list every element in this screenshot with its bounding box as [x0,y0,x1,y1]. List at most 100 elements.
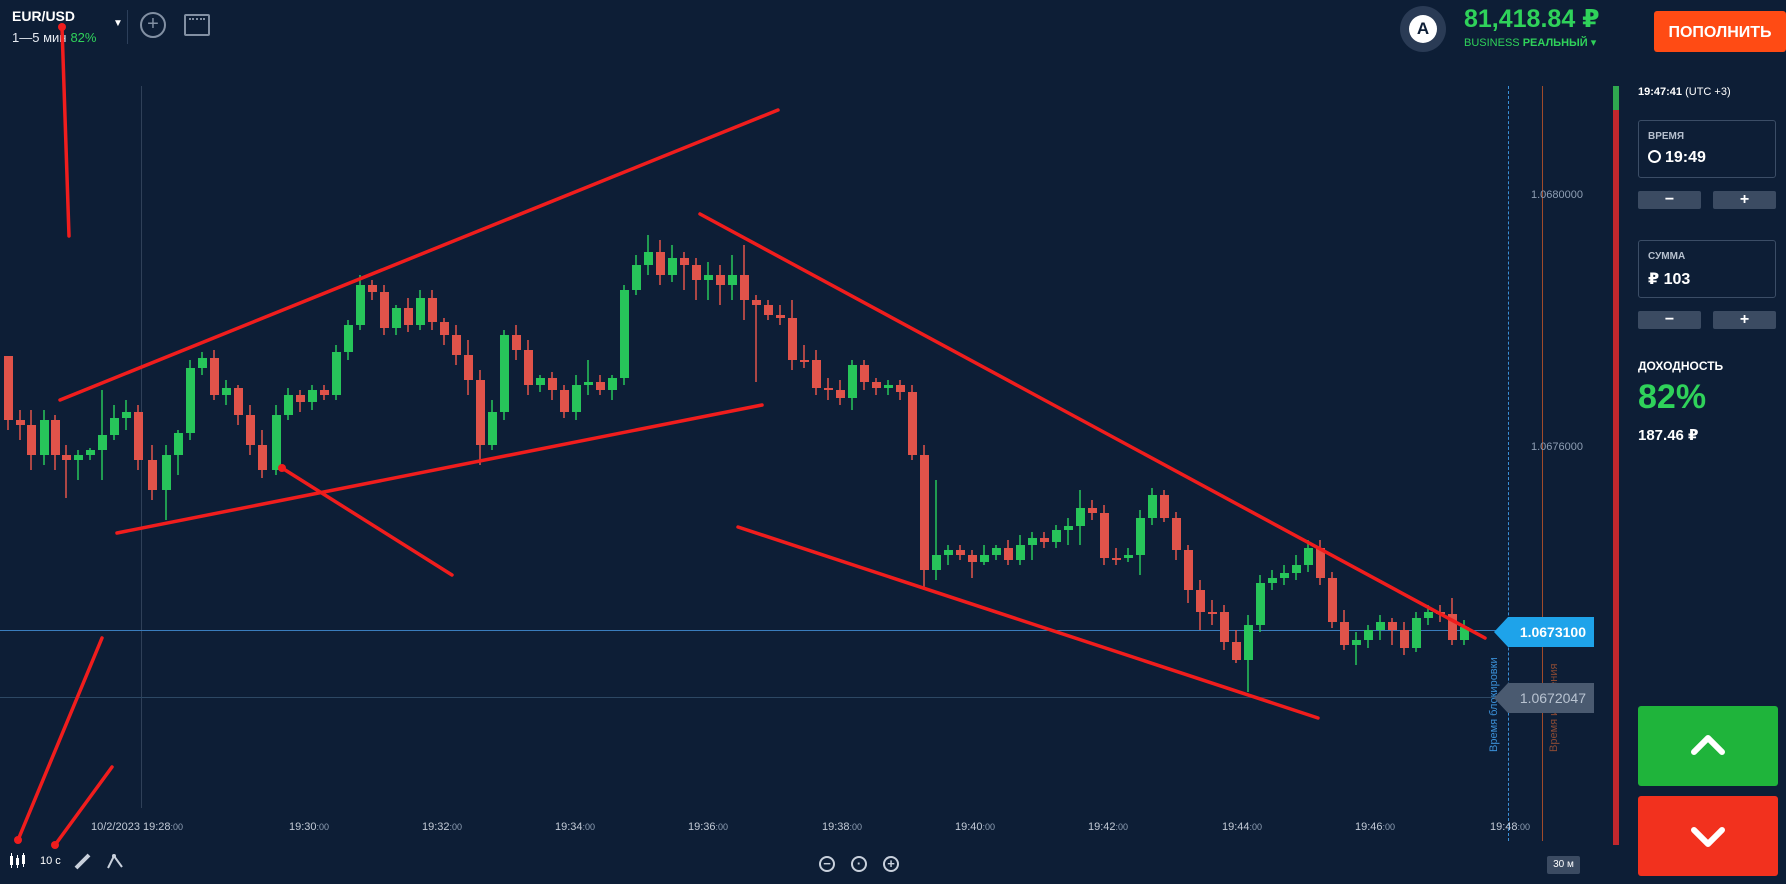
prev-price-line [0,697,1502,698]
sentiment-indicator [1613,86,1619,845]
drawn-trendline[interactable] [53,765,114,847]
candle-body [1124,555,1133,558]
caret-down-icon[interactable]: ▼ [113,18,123,29]
time-field[interactable]: ВРЕМЯ 19:49 [1638,120,1776,178]
ruler-icon[interactable] [74,853,92,871]
asset-pair[interactable]: EUR/USD [12,8,76,24]
candle-body [246,415,255,445]
candle-body [284,395,293,415]
candle-body [1232,642,1241,660]
plus-circle-icon[interactable]: + [140,12,166,38]
amount-minus-button[interactable]: − [1638,311,1701,329]
deposit-button[interactable]: ПОПОЛНИТЬ [1654,11,1786,52]
drawn-trendline[interactable] [16,636,104,842]
call-up-button[interactable] [1638,706,1778,786]
candle-body [680,258,689,265]
chart-scale-badge[interactable]: 30 м [1547,856,1580,874]
candle-body [728,275,737,285]
x-tick: 19:38:00 [822,821,863,833]
candle-body [824,388,833,390]
candle-body [452,335,461,355]
candle-body [740,275,749,300]
drawing-tools-icon[interactable] [106,853,124,871]
candle-body [812,360,821,388]
x-tick: 10/2/2023 19:28:00 [91,821,184,833]
put-down-button[interactable] [1638,796,1778,876]
candle-body [908,392,917,455]
zoom-out-icon[interactable]: − [819,856,835,872]
drawn-trendline[interactable] [115,403,764,535]
yield-amount: 187.46 ₽ [1638,427,1699,444]
time-plus-button[interactable]: + [1713,191,1776,209]
candle-body [1196,590,1205,612]
arrowhead [51,841,59,849]
zoom-reset-icon[interactable]: · [851,856,867,872]
candle-body [222,388,231,395]
amount-value[interactable]: ₽ 103 [1648,271,1691,288]
asset-payout: 82% [70,30,97,45]
clock-timezone: (UTC +3) [1685,86,1731,98]
server-clock: 19:47:41 (UTC +3) [1638,86,1731,98]
expiry-time-line[interactable] [1542,86,1543,841]
amount-label: СУММА [1648,251,1686,262]
candle-body [500,335,509,412]
candle-body [1076,508,1085,526]
candle-body [368,285,377,292]
candle-body [356,285,365,325]
candle-body [1112,558,1121,560]
candle-body [296,395,305,402]
candle-body [860,365,869,382]
candle-type-icon[interactable] [8,853,26,869]
candle-body [920,455,929,570]
x-tick: 19:34:00 [555,821,596,833]
drawn-trendline[interactable] [58,108,780,402]
candle-body [620,290,629,378]
candle-body [234,388,243,415]
yield-label: ДОХОДНОСТЬ [1638,359,1724,373]
candle-body [1304,548,1313,565]
candle-body [848,365,857,398]
drawn-trendline[interactable] [698,212,1487,640]
timeframe-selector[interactable]: 10 с [40,855,61,867]
candle-body [1316,548,1325,578]
account-mode: РЕАЛЬНЫЙ ▾ [1522,37,1597,49]
drawn-trendline[interactable] [280,466,454,577]
time-minus-button[interactable]: − [1638,191,1701,209]
drawn-trendline[interactable] [736,525,1320,720]
drawn-trendline[interactable] [60,25,71,238]
candle-body [162,455,171,490]
account-type[interactable]: BUSINESS РЕАЛЬНЫЙ ▾ [1464,36,1596,49]
zoom-in-icon[interactable]: + [883,856,899,872]
avatar[interactable]: A [1400,6,1446,52]
candle-body [1220,612,1229,642]
candle-body [896,385,905,392]
layout-icon[interactable] [184,14,210,36]
candle-body [800,360,809,362]
candle-body [1256,583,1265,625]
candle-body [1208,612,1217,614]
candle-body [98,435,107,450]
candle-body [74,455,83,460]
candle-body [198,358,207,368]
candle-body [968,555,977,562]
candle-body [122,412,131,418]
x-tick: 19:42:00 [1088,821,1129,833]
candle-body [27,425,36,455]
candle-body [1160,495,1169,518]
account-balance[interactable]: 81,418.84 ₽ [1464,5,1600,33]
candle-body [1352,640,1361,645]
candle-body [86,450,95,455]
candle-body [380,292,389,328]
candle-body [980,555,989,562]
lock-time-line[interactable] [1508,86,1509,841]
candle-body [1340,622,1349,645]
candle-body [16,420,25,425]
asset-selector[interactable]: EUR/USD 1—5 мин 82% [12,8,96,45]
candle-body [992,548,1001,555]
candle-body [258,445,267,470]
x-tick: 19:36:00 [688,821,729,833]
amount-field[interactable]: СУММА ₽ 103 [1638,240,1776,298]
prev-price-tag: 1.0672047 [1494,683,1594,713]
amount-plus-button[interactable]: + [1713,311,1776,329]
